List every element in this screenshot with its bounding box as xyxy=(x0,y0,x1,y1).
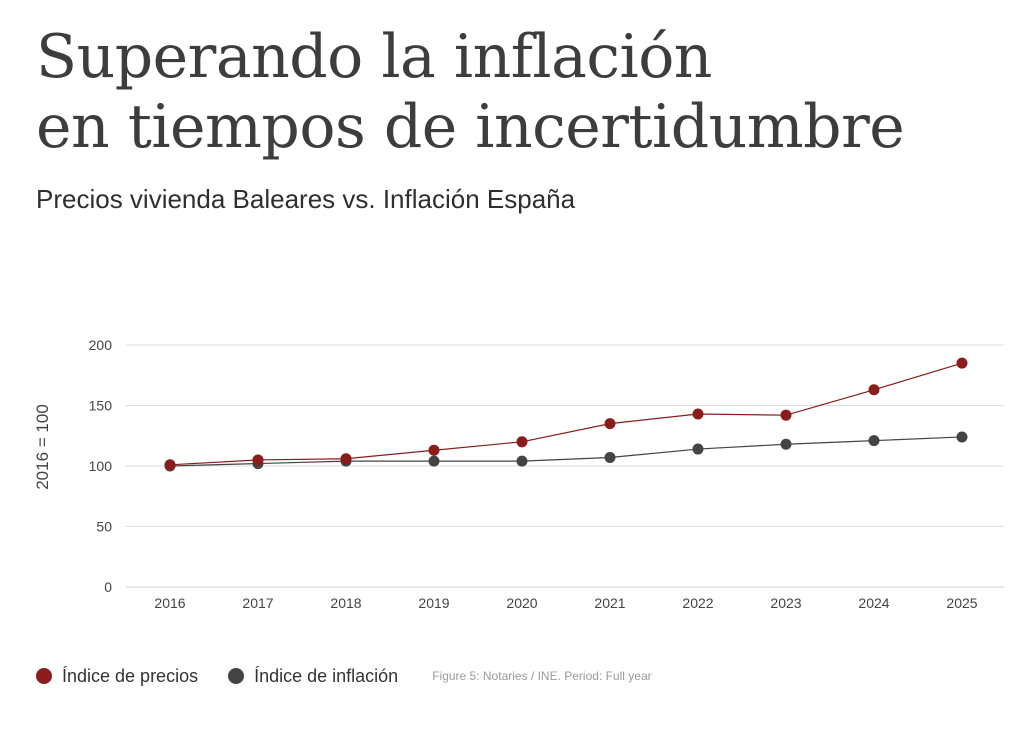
grid-layer xyxy=(126,344,1004,588)
data-point-precios-2020 xyxy=(516,436,528,448)
tick-layer: 0 50 100 150 200 2016 2017 2018 2019 2020 2021 2022… xyxy=(89,337,978,611)
chart-subtitle: Precios vivienda Baleares vs. Inflación … xyxy=(36,184,576,214)
series-line-inflacion xyxy=(169,436,963,467)
x-tick-label: 2016 xyxy=(154,595,185,611)
x-tick-label: 2017 xyxy=(242,595,273,611)
y-tick-label: 200 xyxy=(89,337,113,353)
data-point-precios-2018 xyxy=(340,453,352,465)
data-point-inflacion-2020 xyxy=(516,455,528,467)
data-point-precios-2021 xyxy=(604,418,616,430)
legend-item-inflacion: Índice de inflación xyxy=(228,666,398,687)
x-tick-label: 2022 xyxy=(682,595,713,611)
x-tick-label: 2021 xyxy=(594,595,625,611)
data-point-precios-2025 xyxy=(956,357,968,369)
title-line-2: en tiempos de incertidumbre xyxy=(36,92,905,162)
data-point-precios-2017 xyxy=(252,454,264,466)
y-tick-label: 0 xyxy=(104,579,112,595)
data-point-inflacion-2025 xyxy=(956,431,968,443)
data-point-precios-2019 xyxy=(428,444,440,456)
data-point-precios-2024 xyxy=(868,384,880,396)
x-tick-label: 2023 xyxy=(770,595,801,611)
legend-item-precios: Índice de precios xyxy=(36,666,198,687)
y-tick-label: 50 xyxy=(96,519,112,535)
legend-label-inflacion: Índice de inflación xyxy=(254,665,399,686)
data-point-inflacion-2024 xyxy=(868,435,880,447)
source-note: Figure 5: Notaries / INE. Period: Full y… xyxy=(432,669,652,683)
data-point-inflacion-2019 xyxy=(428,455,440,467)
x-tick-label: 2025 xyxy=(946,595,977,611)
x-tick-label: 2019 xyxy=(418,595,449,611)
x-tick-label: 2024 xyxy=(858,595,889,611)
page-title: Superando la inflación en tiempos de inc… xyxy=(36,22,905,162)
legend-dot-precios xyxy=(36,668,52,684)
y-axis-label: 2016 = 100 xyxy=(33,404,52,490)
data-point-inflacion-2022 xyxy=(692,443,704,455)
x-tick-label: 2020 xyxy=(506,595,537,611)
data-point-precios-2022 xyxy=(692,408,704,420)
data-point-inflacion-2021 xyxy=(604,452,616,464)
legend-label-precios: Índice de precios xyxy=(62,665,199,686)
title-line-1: Superando la inflación xyxy=(36,22,712,92)
data-point-precios-2023 xyxy=(780,409,792,421)
x-tick-label: 2018 xyxy=(330,595,361,611)
y-tick-label: 150 xyxy=(89,398,113,414)
data-point-inflacion-2023 xyxy=(780,438,792,450)
series-layer xyxy=(164,357,968,472)
legend: Índice de precios Índice de inflación Fi… xyxy=(36,664,652,688)
series-line-precios xyxy=(169,362,963,466)
legend-dot-inflacion xyxy=(228,668,245,684)
data-point-precios-2016 xyxy=(164,459,176,471)
y-tick-label: 100 xyxy=(89,458,113,474)
